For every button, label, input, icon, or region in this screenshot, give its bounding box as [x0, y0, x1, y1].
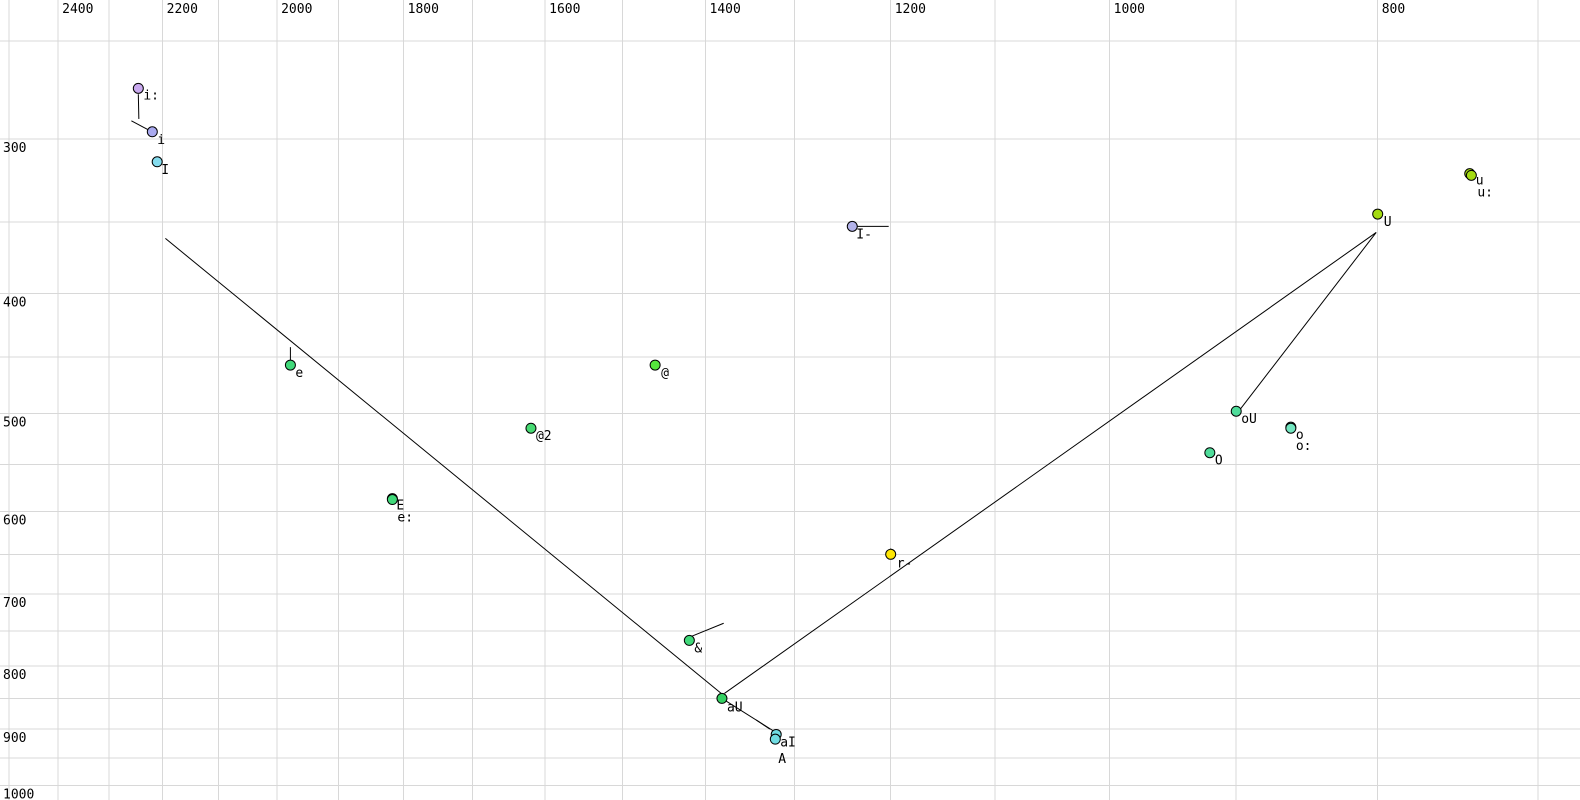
- vowel-label-aU: aU: [727, 700, 743, 715]
- x-gridlines: [8, 0, 1539, 800]
- x-tick-label-1200: 1200: [895, 2, 926, 17]
- segment-i:-tail: [137, 94, 140, 119]
- y-tick-label-700: 700: [3, 596, 26, 611]
- x-tick-label-2200: 2200: [167, 2, 198, 17]
- segment-i-tail: [131, 120, 149, 131]
- vowel-point-e:[interactable]: [386, 494, 398, 506]
- vowel-point-i:[interactable]: [132, 82, 144, 94]
- y-tick-label-600: 600: [3, 513, 26, 528]
- x-tick-label-2400: 2400: [62, 2, 93, 17]
- vowel-point-I-[interactable]: [846, 220, 858, 232]
- vowel-label-A: A: [778, 752, 786, 767]
- vowel-label-@: @: [661, 366, 669, 381]
- y-tick-label-900: 900: [3, 731, 26, 746]
- trajectory-lines: [131, 94, 1377, 734]
- segment-aU-to-U: [724, 232, 1377, 694]
- vowel-label-oU: oU: [1241, 412, 1257, 427]
- x-tick-label-1400: 1400: [710, 2, 741, 17]
- vowel-point-@2[interactable]: [525, 422, 537, 434]
- y-tick-label-800: 800: [3, 668, 26, 683]
- segment-&-tail: [691, 622, 724, 637]
- vowel-label-e:: e:: [397, 511, 413, 526]
- vowel-label-u: u: [1476, 174, 1484, 189]
- vowel-label-O: O: [1215, 454, 1223, 469]
- vowel-point-r-[interactable]: [885, 548, 897, 560]
- vowel-label-u:: u:: [1477, 185, 1493, 200]
- vowel-label-E: E: [396, 499, 404, 514]
- vowel-label-i:: i:: [143, 88, 159, 103]
- vowel-point-o:[interactable]: [1285, 422, 1297, 434]
- vowel-point-u:[interactable]: [1465, 169, 1477, 181]
- vowel-point-U[interactable]: [1372, 208, 1384, 220]
- segment-aI-trajectory: [165, 238, 723, 695]
- x-tick-label-1600: 1600: [549, 2, 580, 17]
- vowel-label-@2: @2: [536, 429, 552, 444]
- vowel-label-e: e: [295, 366, 303, 381]
- y-tick-label-500: 500: [3, 415, 26, 430]
- vowel-label-I: I: [161, 163, 169, 178]
- vowel-label-I-: I-: [856, 227, 872, 242]
- vowel-point-O[interactable]: [1204, 447, 1216, 459]
- vowel-point-aU[interactable]: [716, 692, 728, 704]
- x-tick-label-1800: 1800: [408, 2, 439, 17]
- vowel-label-o:: o:: [1296, 439, 1312, 454]
- vowel-label-i: i: [157, 133, 165, 148]
- y-tick-label-1000: 1000: [3, 788, 34, 800]
- vowel-labels: i: iI I-uu: UoU oo: Oe Ee: @ @2 & aU aI Ar-: [143, 88, 1493, 767]
- vowel-label-U: U: [1384, 215, 1392, 230]
- y-tick-label-300: 300: [3, 141, 26, 156]
- x-tick-label-2000: 2000: [281, 2, 312, 17]
- axis-tick-labels: 2400 2200 2000 1800 1600 1400 1200 1000 800 300 40…: [3, 2, 1405, 800]
- vowel-points: [132, 82, 1477, 745]
- segment-oU-to-U: [1235, 232, 1377, 415]
- vowel-point-oU[interactable]: [1230, 405, 1242, 417]
- vowel-point-A[interactable]: [769, 733, 781, 745]
- vowel-point-@[interactable]: [649, 359, 661, 371]
- x-tick-label-800: 800: [1382, 2, 1405, 17]
- vowel-label-&: &: [694, 641, 702, 656]
- x-tick-label-1000: 1000: [1114, 2, 1145, 17]
- vowel-point-i[interactable]: [146, 126, 158, 138]
- vowel-point-&[interactable]: [683, 634, 695, 646]
- segment-aI-arrow-barb: [756, 719, 771, 730]
- vowel-point-I[interactable]: [151, 156, 163, 168]
- vowel-label-r-: r-: [897, 556, 913, 571]
- y-tick-label-400: 400: [3, 296, 26, 311]
- vowel-label-aI: aI: [780, 735, 796, 750]
- vowel-point-e[interactable]: [284, 359, 296, 371]
- y-gridlines: [0, 40, 1580, 787]
- vowel-label-o: o: [1296, 428, 1304, 443]
